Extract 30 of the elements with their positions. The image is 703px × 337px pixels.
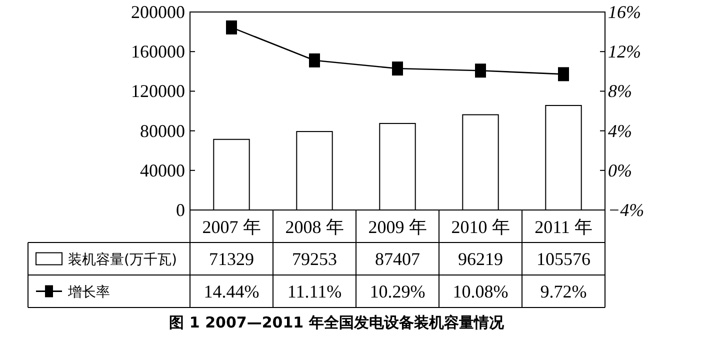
y2-tick-label: 16% — [608, 2, 641, 22]
x-tick-label: 2011 年 — [534, 217, 592, 237]
y2-tick-label: −4% — [608, 200, 644, 220]
y-tick-label: 0 — [176, 200, 185, 220]
data-label: 10.29% — [370, 281, 426, 302]
y-tick-label: 160000 — [131, 42, 185, 62]
y-tick-label: 120000 — [131, 81, 185, 102]
y2-tick-label: 8% — [608, 81, 632, 102]
y2-tick-label: 4% — [608, 120, 632, 141]
data-label: 96219 — [458, 248, 503, 269]
data-label: 10.08% — [452, 281, 508, 302]
legend-label: 装机容量(万千瓦) — [68, 252, 177, 268]
y2-tick-label: 12% — [608, 42, 641, 62]
x-tick-label: 2010 年 — [451, 217, 510, 237]
x-tick-label: 2007 年 — [202, 217, 261, 237]
text: 图 1 2007—2011 年全国发电设备装机容量情况 — [169, 314, 505, 332]
data-label: 105576 — [536, 248, 590, 269]
data-label: 11.11% — [287, 281, 342, 302]
x-tick-label: 2008 年 — [285, 217, 344, 237]
data-label: 79253 — [292, 248, 337, 269]
x-tick-label: 2009 年 — [368, 217, 427, 237]
y2-tick-label: 0% — [608, 160, 632, 180]
y-tick-label: 40000 — [140, 160, 185, 180]
y-tick-label: 200000 — [131, 2, 185, 22]
data-label: 14.44% — [204, 281, 260, 302]
legend-label: 增长率 — [67, 284, 110, 300]
data-label: 71329 — [209, 248, 254, 269]
data-label: 87407 — [375, 248, 420, 269]
y-tick-label: 80000 — [140, 120, 185, 141]
data-label: 9.72% — [540, 281, 587, 302]
